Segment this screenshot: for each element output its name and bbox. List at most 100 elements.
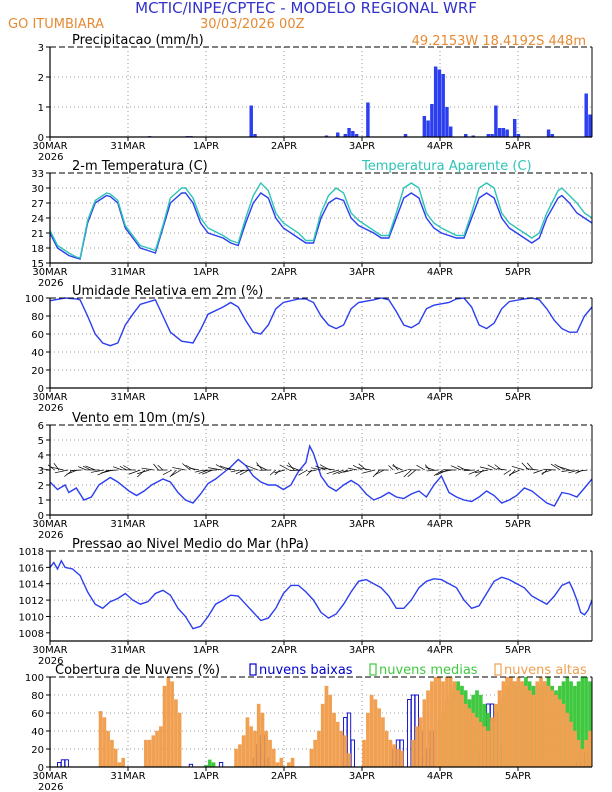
cloud-bar-orange <box>264 730 269 768</box>
wind-arrow <box>269 469 277 476</box>
cloud-bar-orange <box>418 717 423 768</box>
ytick-label: 60 <box>31 330 44 341</box>
ytick-label: 2 <box>38 481 44 492</box>
precip-bar <box>490 134 494 137</box>
xtick-label: 3APR <box>349 392 375 403</box>
legend-label: nuvens baixas <box>259 663 353 678</box>
cloud-bar-darkblue <box>350 739 355 768</box>
xtick-year: 2026 <box>38 152 63 163</box>
xtick-label: 3APR <box>349 645 375 656</box>
panel-title-wind: Vento em 10m (m/s) <box>72 411 205 426</box>
cloud-bar-orange <box>143 739 148 768</box>
cloud-bar-orange <box>478 721 483 768</box>
cloud-bar-orange <box>441 681 445 768</box>
wind-arrow <box>78 466 87 471</box>
wind-arrow <box>172 467 186 471</box>
cloud-bar-orange <box>332 712 336 768</box>
xtick-label: 5APR <box>505 645 531 656</box>
xtick-label: 31MAR <box>110 392 145 403</box>
wind-arrow <box>153 463 159 471</box>
cloud-bar-orange <box>569 721 573 768</box>
wind-arrow <box>426 469 439 472</box>
cloud-bar-orange <box>509 676 513 768</box>
cloud-bar-darkblue <box>57 762 62 768</box>
cloud-bar-orange <box>456 690 461 768</box>
ytick-label: 21 <box>31 229 44 240</box>
xtick-label: 4APR <box>427 392 453 403</box>
xtick-label: 4APR <box>427 519 453 530</box>
precip-bar <box>403 134 408 137</box>
xtick-label: 30MAR <box>32 771 67 782</box>
precip-bar <box>426 120 430 137</box>
precip-bar <box>505 129 509 137</box>
ytick-label: 60 <box>31 709 44 720</box>
cloud-bar-orange <box>565 712 570 768</box>
wind-arrow <box>461 468 471 471</box>
cloud-bar-orange <box>309 748 314 768</box>
xtick-label: 3APR <box>349 771 375 782</box>
wind-arrow <box>182 463 191 471</box>
cloud-bar-orange <box>362 739 366 768</box>
wind-arrow <box>568 469 579 474</box>
cloud-bar-orange <box>505 676 509 768</box>
ytick-label: 1008 <box>19 629 44 640</box>
cloud-bar-orange <box>445 676 449 768</box>
series-line-wind-0 <box>49 443 593 507</box>
wind-arrow <box>70 469 82 472</box>
cloud-bar-orange <box>520 681 524 768</box>
wind-arrow <box>479 466 493 471</box>
header-title: MCTIC/INPE/CPTEC - MODELO REGIONAL WRF <box>135 0 477 17</box>
cloud-bar-orange <box>241 735 246 768</box>
header-location: GO ITUMBIARA <box>8 17 104 32</box>
xtick-label: 1APR <box>193 645 219 656</box>
panel-rh: 0 20 40 60 80 100 30MAR 31MAR 1APR 2APR 3APR 4APR 5A… <box>25 284 593 414</box>
cloud-bar-orange <box>328 694 333 768</box>
wind-arrow <box>113 466 123 471</box>
ytick-label: 24 <box>31 214 44 225</box>
ytick-label: 5 <box>38 436 44 447</box>
wind-arrow <box>185 464 195 471</box>
cloud-bar-orange <box>512 681 517 768</box>
cloud-bar-orange <box>238 744 242 768</box>
precip-bar <box>448 126 453 137</box>
wind-arrow <box>289 469 303 471</box>
xtick-label: 3APR <box>349 141 375 152</box>
legend-swatch <box>494 663 502 676</box>
xtick-label: 5APR <box>505 771 531 782</box>
xtick-label: 4APR <box>427 645 453 656</box>
xtick-label: 30MAR <box>32 645 67 656</box>
wind-arrow <box>208 467 222 471</box>
wind-arrow <box>407 469 417 477</box>
cloud-bar-orange <box>437 676 442 768</box>
wind-arrow <box>338 469 349 475</box>
precip-bar <box>249 105 253 137</box>
precip-bar <box>464 134 468 137</box>
cloud-bar-orange <box>253 730 257 768</box>
wind-arrow <box>170 469 182 477</box>
panel-precip: 0 1 2 3 30MAR 31MAR 1APR 2APR 3APR 4APR 5APR 2026 Pr… <box>32 33 593 163</box>
series-line-temp-0 <box>49 192 593 260</box>
wind-arrow <box>438 469 453 473</box>
wind-arrow <box>245 465 258 471</box>
xtick-label: 3APR <box>349 267 375 278</box>
panel-clouds: 0 20 40 60 80 100 30MAR 31MAR 1APR 2APR 3APR 4APR 5A… <box>25 663 593 792</box>
wind-arrow <box>298 469 308 476</box>
ytick-label: 1016 <box>19 563 44 574</box>
cloud-bar-orange <box>486 730 491 768</box>
cloud-bar-orange <box>584 739 588 768</box>
precip-bar <box>471 135 476 137</box>
wind-arrow <box>487 464 498 471</box>
wind-arrow <box>274 469 285 474</box>
cloud-bar-orange <box>335 721 340 768</box>
wind-arrow <box>550 463 561 471</box>
wind-arrow <box>137 469 150 475</box>
cloud-bar-orange <box>245 717 250 768</box>
wind-arrow <box>128 469 141 475</box>
ytick-label: 100 <box>25 294 44 305</box>
precip-bar <box>354 134 359 137</box>
cloud-bar-orange <box>279 757 284 768</box>
cloud-bar-orange <box>151 735 156 768</box>
cloud-bar-orange <box>369 694 374 768</box>
cloud-bar-orange <box>414 726 419 768</box>
wind-arrow <box>201 469 213 475</box>
